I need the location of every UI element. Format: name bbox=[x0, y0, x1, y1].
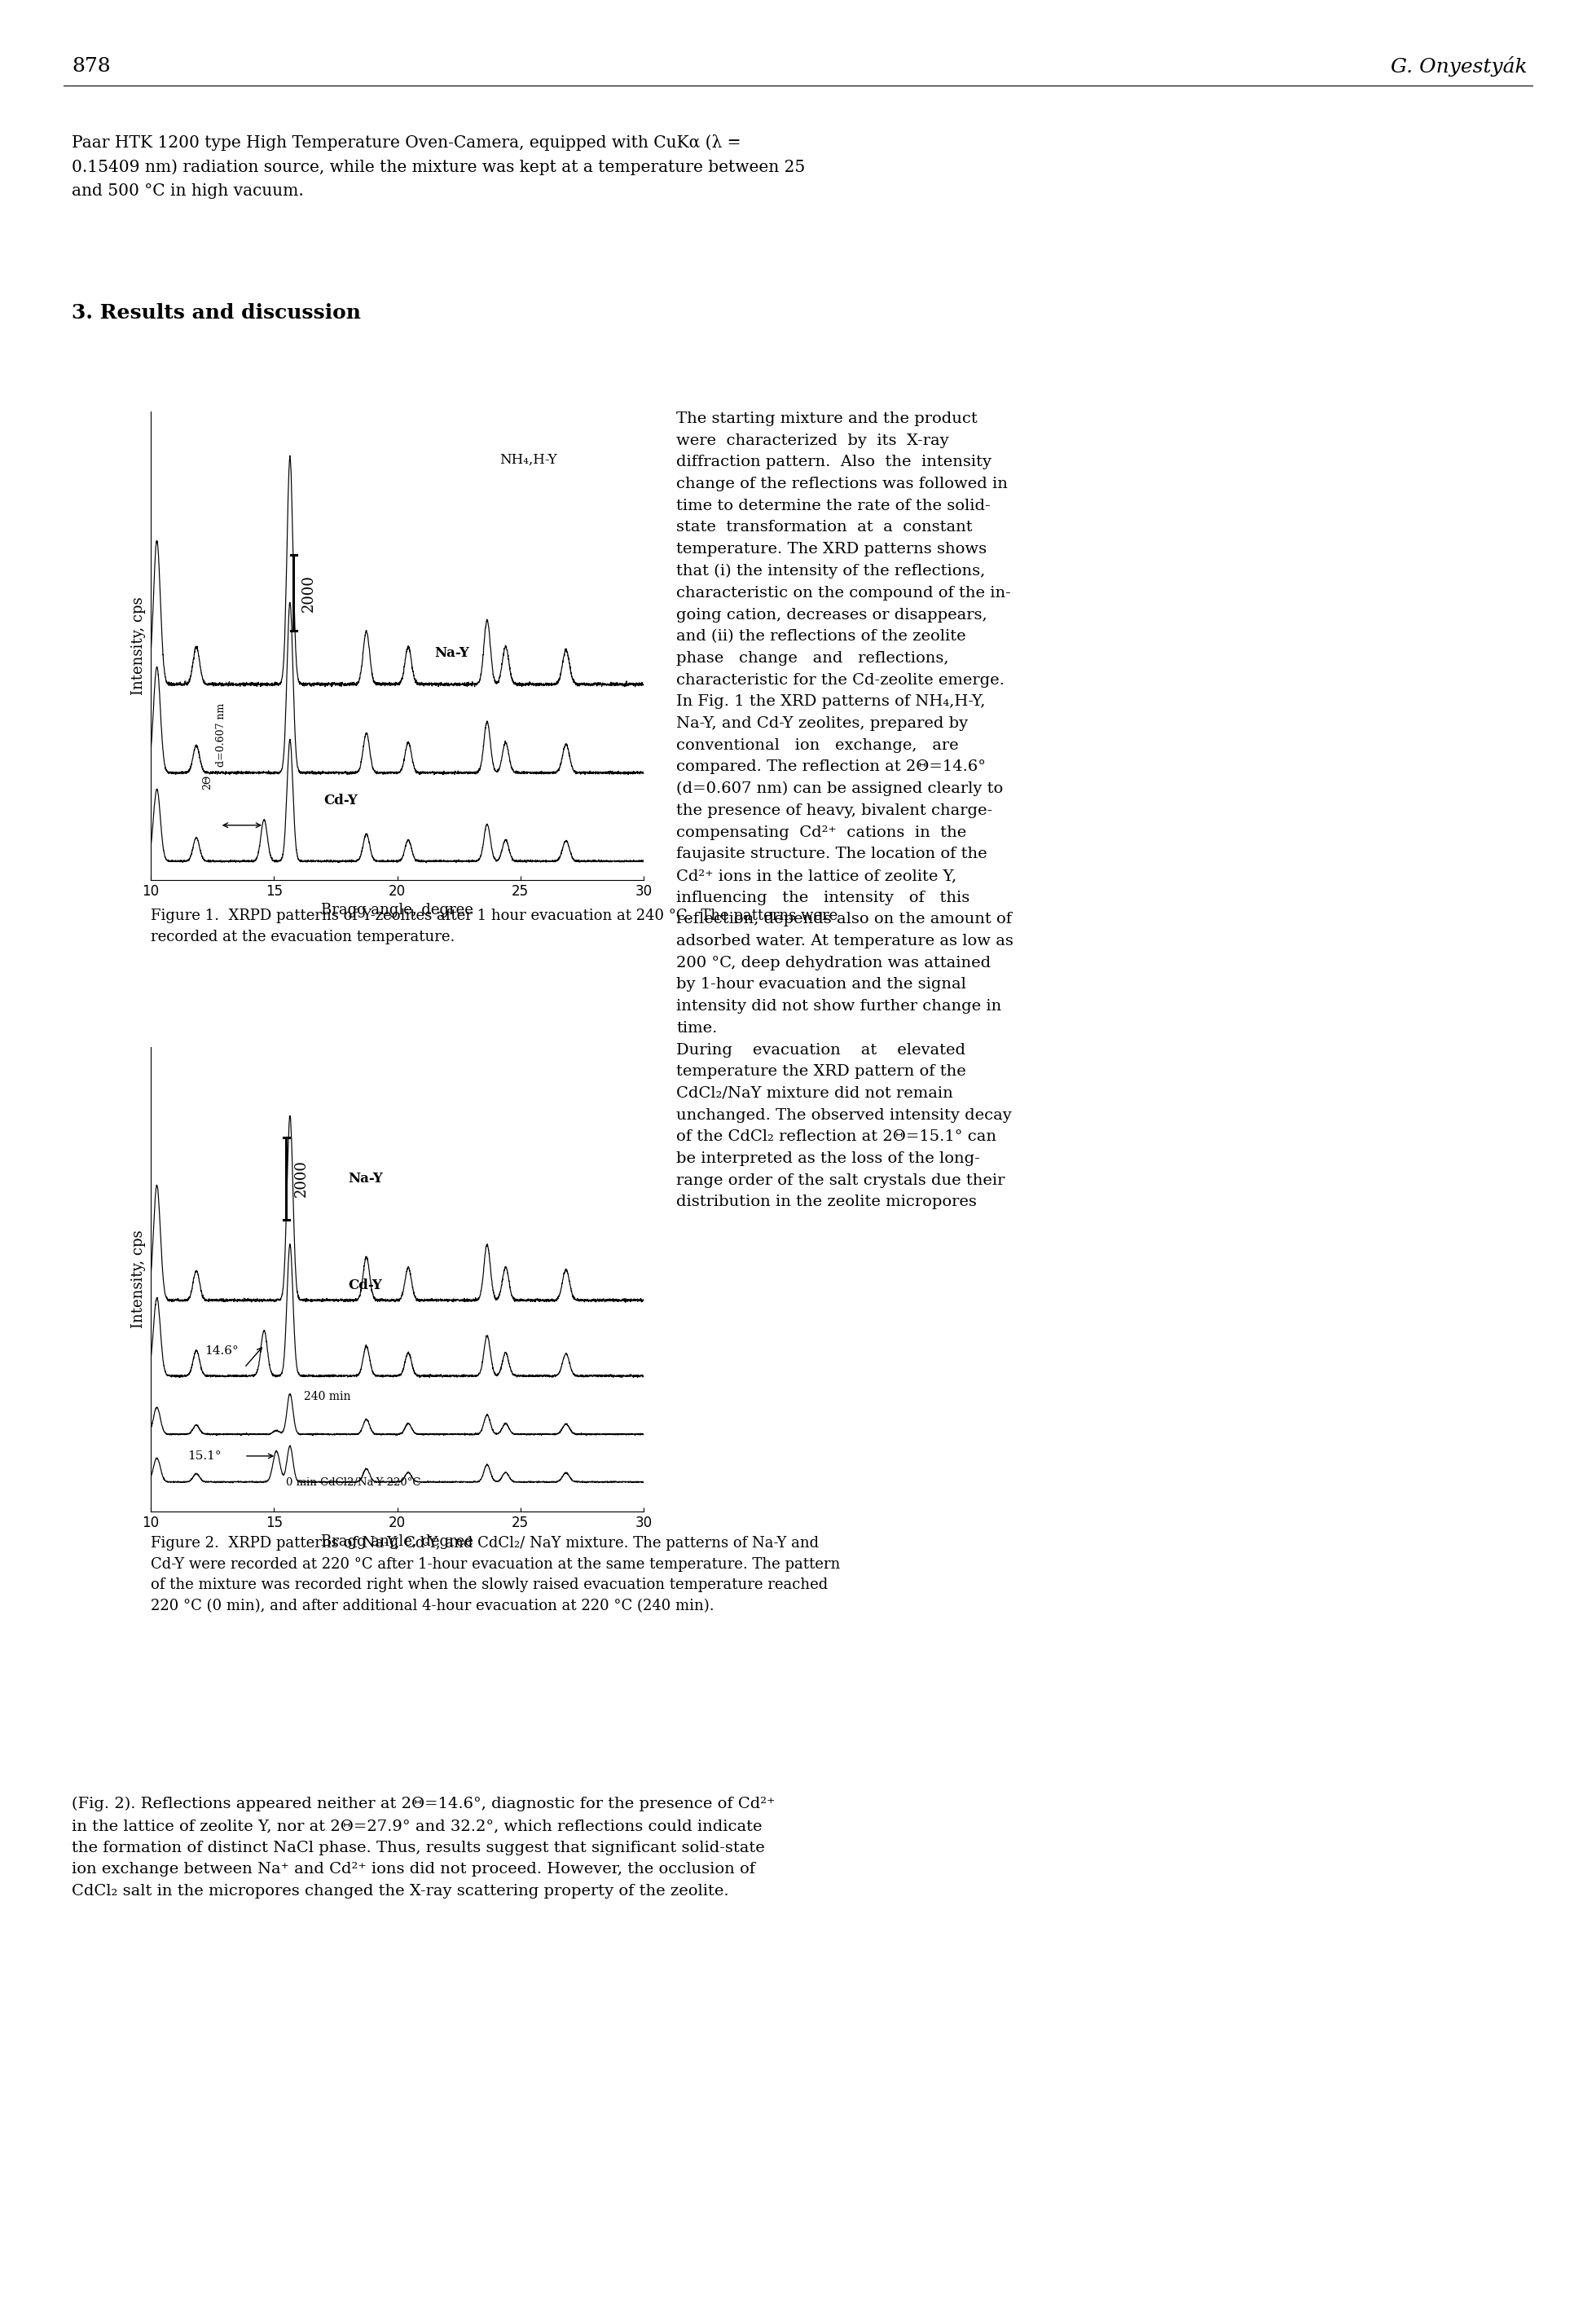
Text: Figure 1.  XRPD patterns of Y-zeolites after 1 hour evacuation at 240 °C.  The p: Figure 1. XRPD patterns of Y-zeolites af… bbox=[150, 909, 838, 944]
Text: 2000: 2000 bbox=[302, 575, 316, 612]
Text: Paar HTK 1200 type High Temperature Oven-Camera, equipped with CuKα (λ =
0.15409: Paar HTK 1200 type High Temperature Oven… bbox=[72, 135, 804, 199]
X-axis label: Bragg angle, degree: Bragg angle, degree bbox=[321, 902, 474, 918]
Text: 240 min: 240 min bbox=[303, 1391, 351, 1403]
Text: The starting mixture and the product
were  characterized  by  its  X-ray
diffrac: The starting mixture and the product wer… bbox=[677, 410, 1013, 1211]
Text: 2Θ: 2Θ bbox=[203, 775, 212, 788]
Text: Na-Y: Na-Y bbox=[348, 1171, 383, 1185]
Y-axis label: Intensity, cps: Intensity, cps bbox=[131, 1229, 147, 1329]
X-axis label: Bragg angle, degree: Bragg angle, degree bbox=[321, 1535, 474, 1549]
Text: (Fig. 2). Reflections appeared neither at 2Θ=14.6°, diagnostic for the presence : (Fig. 2). Reflections appeared neither a… bbox=[72, 1797, 776, 1899]
Text: Figure 2.  XRPD patterns of Na-Y, Cd-Y, and CdCl₂/ NaY mixture. The patterns of : Figure 2. XRPD patterns of Na-Y, Cd-Y, a… bbox=[150, 1535, 839, 1614]
Text: 3. Results and discussion: 3. Results and discussion bbox=[72, 304, 361, 322]
Text: Cd-Y: Cd-Y bbox=[348, 1278, 381, 1292]
Text: 0 min CdCl2/Na-Y 220°C: 0 min CdCl2/Na-Y 220°C bbox=[286, 1477, 421, 1489]
Text: 878: 878 bbox=[72, 58, 110, 77]
Text: d=0.607 nm: d=0.607 nm bbox=[215, 703, 227, 768]
Text: 15.1°: 15.1° bbox=[188, 1449, 222, 1461]
Text: Cd-Y: Cd-Y bbox=[324, 793, 358, 807]
Text: Na-Y: Na-Y bbox=[434, 647, 469, 661]
Y-axis label: Intensity, cps: Intensity, cps bbox=[131, 596, 147, 696]
Text: NH₄,H-Y: NH₄,H-Y bbox=[500, 452, 557, 466]
Text: 14.6°: 14.6° bbox=[204, 1345, 239, 1357]
Text: 2000: 2000 bbox=[294, 1160, 308, 1197]
Text: G. Onyestyák: G. Onyestyák bbox=[1392, 56, 1527, 77]
